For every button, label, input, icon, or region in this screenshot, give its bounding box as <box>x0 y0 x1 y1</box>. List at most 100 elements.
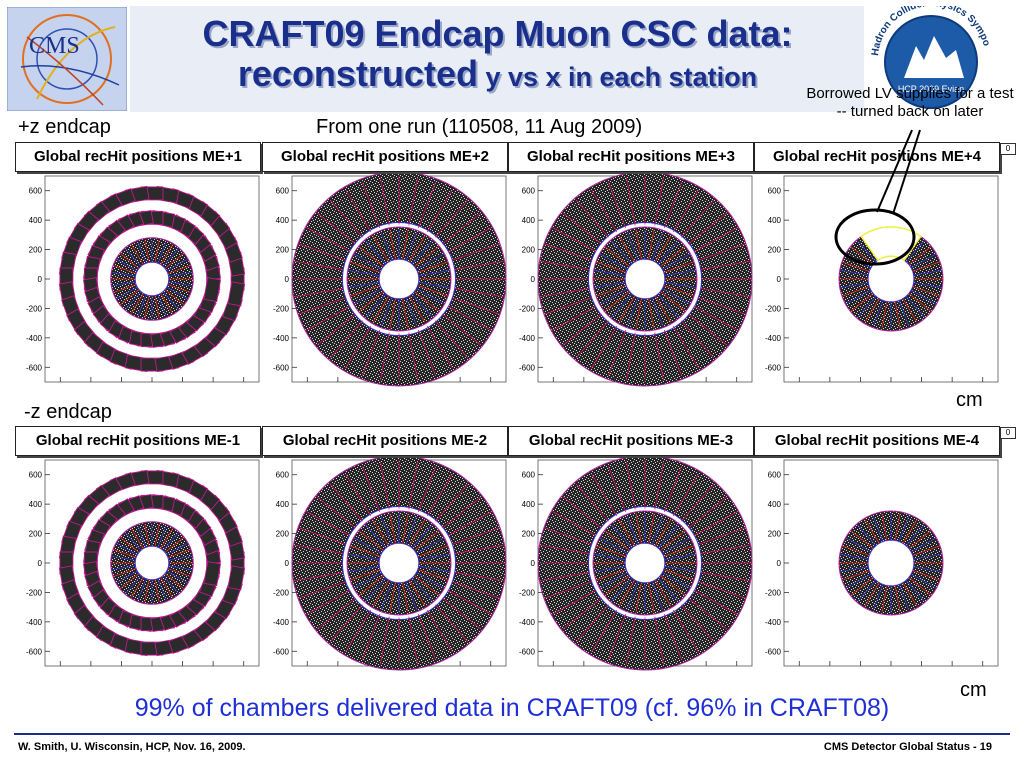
outer-ring-hits <box>292 172 506 386</box>
y-tick-label: 200 <box>768 530 782 539</box>
x-tick-label: -200 <box>606 670 623 671</box>
y-tick-label: -200 <box>26 304 43 313</box>
chamber-boundary <box>850 292 874 312</box>
chamber-boundary <box>688 212 728 245</box>
chamber-boundary <box>648 229 655 261</box>
chamber-boundary <box>654 332 664 381</box>
chamber-boundary <box>872 583 884 611</box>
chamber-boundary <box>417 569 448 581</box>
rechit-panel: -600 -400 -200 0 200 400 600 600 400 200 0 -200 -400… <box>262 142 508 387</box>
chamber-boundary <box>693 511 738 537</box>
chamber-boundary <box>898 299 910 327</box>
chamber-boundary <box>902 297 918 323</box>
chamber-boundary <box>626 515 639 546</box>
chamber-boundary <box>698 297 746 315</box>
chamber-boundary <box>454 544 505 554</box>
chamber-boundary <box>850 576 874 596</box>
chamber-boundary <box>298 297 346 315</box>
chamber-boundary <box>626 296 639 327</box>
chamber-boundary <box>131 576 144 598</box>
plot-frame <box>44 175 260 383</box>
y-tick-label: -400 <box>519 618 536 627</box>
chamber-boundary <box>353 537 382 554</box>
chamber-boundary <box>454 288 505 298</box>
chamber-boundary <box>693 589 738 615</box>
chamber-boundary <box>593 553 626 561</box>
chamber-boundary <box>329 604 363 643</box>
chamber-boundary <box>562 496 602 529</box>
y-tick-label: 400 <box>29 216 43 225</box>
chamber-boundary <box>447 511 492 537</box>
chamber-boundary <box>306 589 351 615</box>
chamber-boundary <box>693 227 738 253</box>
chamber-boundary <box>411 524 433 549</box>
chamber-boundary <box>120 253 140 269</box>
chamber-boundary <box>160 576 173 598</box>
chamber-boundary <box>626 332 636 381</box>
chamber-boundary <box>672 473 699 517</box>
chamber-boundary <box>162 248 179 267</box>
y-tick-label: -600 <box>273 363 290 372</box>
chamber-boundary <box>413 574 440 596</box>
chamber-boundary <box>635 297 642 329</box>
chamber-boundary <box>562 313 602 346</box>
chamber-boundary <box>353 288 382 305</box>
chamber-boundary <box>618 235 636 263</box>
chamber-boundary <box>842 545 870 556</box>
chamber-boundary <box>316 597 356 630</box>
chamber-boundary <box>164 537 184 553</box>
chamber-boundary <box>839 553 869 560</box>
x-tick-label: -200 <box>360 670 377 671</box>
chamber-boundary <box>912 545 940 556</box>
panel-title: Global recHit positions ME-4 <box>754 426 1000 456</box>
chamber-boundary <box>353 253 382 270</box>
y-tick-label: -200 <box>765 588 782 597</box>
chamber-boundary <box>154 239 160 264</box>
inner-ring-hits <box>593 227 697 331</box>
chamber-boundary <box>681 320 715 359</box>
chamber-boundary <box>635 229 642 261</box>
chamber-boundary <box>168 281 193 287</box>
chamber-boundary <box>350 569 381 581</box>
x-tick-label: 0 <box>150 386 155 387</box>
y-tick-label: 600 <box>522 471 536 480</box>
chamber-boundary <box>881 584 888 613</box>
chamber-boundary <box>662 253 691 270</box>
chamber-boundary <box>688 496 728 529</box>
y-tick-label: 600 <box>29 471 43 480</box>
chamber-boundary <box>845 537 872 553</box>
rechit-panel: -600 -400 -200 0 200 400 600 600 400 200 0 -200 -400… <box>262 426 508 671</box>
palette-zero-box: 0 <box>1000 143 1016 155</box>
y-tick-label: 400 <box>522 500 536 509</box>
chamber-boundary <box>402 297 409 329</box>
y-tick-label: 0 <box>777 275 782 284</box>
x-tick-label: 400 <box>945 386 959 387</box>
chamber-boundary <box>120 289 140 305</box>
chamber-boundary <box>316 313 356 346</box>
chamber-boundary <box>418 281 451 289</box>
x-tick-label: -600 <box>52 670 69 671</box>
chamber-boundary <box>452 581 500 599</box>
chamber-boundary <box>662 537 691 554</box>
chamber-boundary <box>418 565 451 573</box>
chamber-boundary <box>316 496 356 529</box>
x-tick-label: 0 <box>643 670 648 671</box>
chamber-boundary <box>426 189 453 233</box>
y-tick-label: -600 <box>765 647 782 656</box>
chamber-boundary <box>552 227 597 253</box>
detector-rings <box>537 171 753 387</box>
chamber-boundary <box>688 597 728 630</box>
chamber-boundary <box>552 305 597 331</box>
chamber-boundary <box>608 614 627 660</box>
chamber-boundary <box>654 177 664 226</box>
chamber-boundary <box>635 513 642 545</box>
chamber-boundary <box>611 577 633 602</box>
chamber-boundary <box>154 523 160 548</box>
chamber-boundary <box>539 544 590 554</box>
y-tick-label: 200 <box>276 246 290 255</box>
chamber-boundary <box>380 580 393 611</box>
title-line-2-small: y vs x in each station <box>477 62 758 93</box>
chamber-boundary <box>408 579 426 607</box>
rechit-panel: -600 -400 -200 0 200 400 600 600 400 200 0 -200 -400… <box>754 426 1000 671</box>
chamber-boundary <box>160 292 173 314</box>
